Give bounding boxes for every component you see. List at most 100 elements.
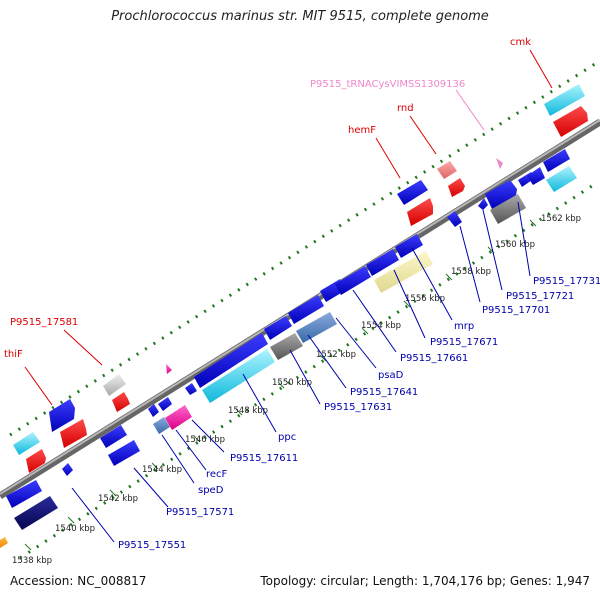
gene-label: P9515_17641 <box>350 387 418 398</box>
gene-label: thiF <box>4 349 23 360</box>
gene-arrow <box>6 480 42 508</box>
tick-label: 1556 kbp <box>405 294 445 304</box>
gene-label: P9515_tRNACysVIMSS1309136 <box>310 79 465 90</box>
tick-mark <box>445 273 453 281</box>
top-gene-labels: thiF P9515_17581 hemF rnd P9515_tRNACysV… <box>4 37 531 360</box>
gene-arrow <box>194 333 268 388</box>
gene-arrow <box>397 180 428 205</box>
tick-label: 1550 kbp <box>272 378 312 388</box>
leader-line <box>24 366 53 406</box>
gene-arrow <box>26 449 46 473</box>
gene-label: P9515_17671 <box>430 337 498 348</box>
leader-line <box>307 334 347 389</box>
tick-label: 1562 kbp <box>541 214 581 224</box>
gene-arrow <box>108 440 140 466</box>
gene-arrow <box>49 399 75 432</box>
gene-box <box>296 312 337 343</box>
tick-mark <box>529 219 537 227</box>
leader-line <box>63 329 103 366</box>
gene-arrow <box>264 316 292 340</box>
gene-arrow <box>553 106 588 137</box>
gene-arrow <box>60 419 87 448</box>
top-leader-lines <box>24 49 553 406</box>
leader-line <box>191 419 225 453</box>
gene-label: P9515_17701 <box>482 305 550 316</box>
tick-label: 1558 kbp <box>451 267 491 277</box>
gene-box <box>165 405 192 430</box>
gene-arrow <box>407 198 433 226</box>
trna-marker <box>166 364 172 374</box>
leader-line <box>409 115 437 155</box>
leader-line <box>517 201 531 277</box>
gene-arrow <box>543 149 570 172</box>
tick-label: 1540 kbp <box>55 524 95 534</box>
tick-label: 1546 kbp <box>185 435 225 445</box>
gene-label: speD <box>198 485 224 496</box>
gene-label: cmk <box>510 37 531 48</box>
page-title: Prochlorococcus marinus str. MIT 9515, c… <box>111 9 489 24</box>
gene-arrow <box>527 167 545 185</box>
gene-label: P9515_17611 <box>230 453 298 464</box>
gene-label: P9515_17571 <box>166 507 234 518</box>
leader-line <box>352 289 397 353</box>
gene-label: ppc <box>278 432 296 443</box>
leader-line <box>529 49 553 89</box>
tick-mark <box>193 435 201 443</box>
leader-line <box>335 317 377 369</box>
gene-arrow <box>112 392 130 412</box>
tick-label: 1544 kbp <box>142 465 182 475</box>
gene-box <box>490 194 526 224</box>
gene-label: P9515_17731 <box>533 276 600 287</box>
gene-label: recF <box>206 469 228 480</box>
tick-label: 1552 kbp <box>316 350 356 360</box>
gene-box <box>13 432 40 455</box>
gene-arrow <box>62 463 73 476</box>
leader-line <box>71 487 115 543</box>
tick-label: 1542 kbp <box>98 494 138 504</box>
tick-mark <box>24 543 32 551</box>
gene-arrow <box>288 295 324 324</box>
genome-map: 1538 kbp 1540 kbp 1542 kbp 1544 kbp 1546… <box>0 37 600 566</box>
gene-box <box>544 84 585 116</box>
gene-label: mrp <box>454 321 474 332</box>
bottom-leader-lines <box>71 201 531 543</box>
gene-label: psaD <box>378 370 404 381</box>
leader-line <box>133 467 169 508</box>
tick-label: 1554 kbp <box>361 321 401 331</box>
gene-box <box>103 374 126 396</box>
leader-line <box>411 247 453 321</box>
gene-box <box>14 496 58 530</box>
gene-arrow <box>366 249 399 276</box>
upper-track-line <box>9 60 599 437</box>
tick-mark <box>277 381 285 389</box>
gene-label: P9515_17551 <box>118 540 186 551</box>
gene-arrow <box>485 180 517 209</box>
leader-line <box>482 209 503 291</box>
trna-marker <box>496 158 503 169</box>
gene-arrow <box>100 425 127 448</box>
gene-arrow <box>158 397 172 411</box>
gene-arrow <box>335 266 371 295</box>
bottom-gene-labels: P9515_17551 P9515_17571 speD recF P9515_… <box>118 276 600 551</box>
gene-label: P9515_17581 <box>10 317 78 328</box>
leader-line <box>393 269 426 339</box>
tick-mark <box>151 462 159 470</box>
gene-arrow <box>478 198 488 210</box>
gene-arrow <box>448 178 465 197</box>
gene-box <box>202 349 275 403</box>
gene-arrow <box>185 383 197 395</box>
leader-line <box>455 89 485 131</box>
gene-arrow <box>148 404 159 417</box>
gene-label: P9515_17661 <box>400 353 468 364</box>
gene-arrow <box>447 211 462 227</box>
tick-label: 1538 kbp <box>12 556 52 566</box>
tick-mark <box>361 327 369 335</box>
gene-box <box>0 537 8 548</box>
tick-label: 1560 kbp <box>495 240 535 250</box>
tick-mark <box>67 516 75 524</box>
gene-label: hemF <box>348 125 376 136</box>
gene-label: rnd <box>397 103 414 114</box>
gene-box <box>374 251 433 293</box>
scale-ticks: 1538 kbp 1540 kbp 1542 kbp 1544 kbp 1546… <box>12 214 581 566</box>
leader-line <box>175 429 207 471</box>
